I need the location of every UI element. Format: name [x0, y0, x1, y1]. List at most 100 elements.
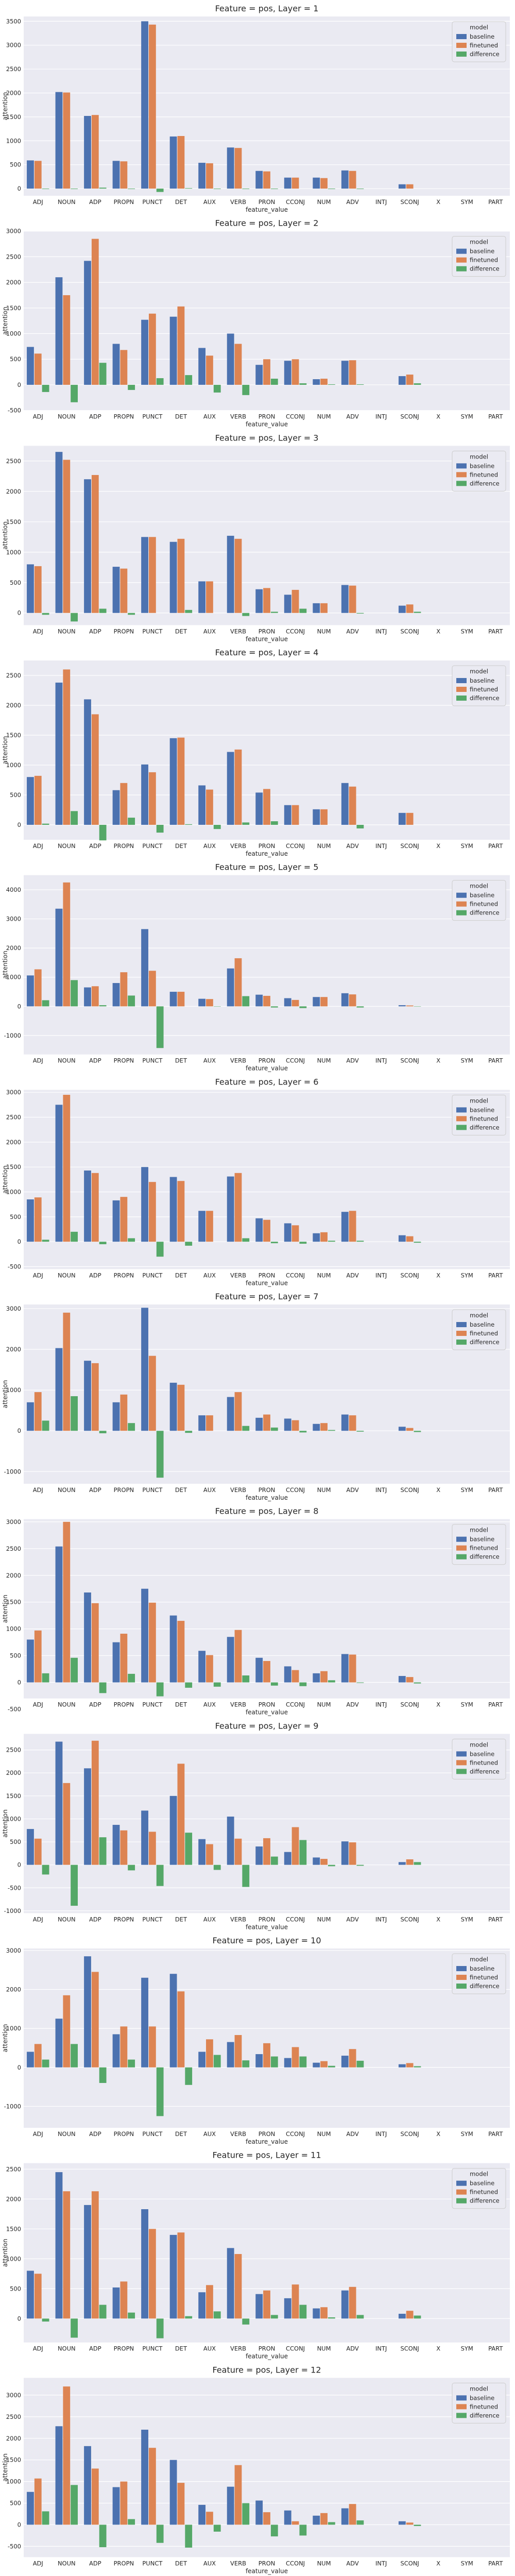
x-axis-label: feature_value	[246, 2353, 288, 2360]
y-tick-label: 0	[18, 1861, 21, 1869]
y-axis-label: attention	[2, 1595, 9, 1623]
bar-baseline-det	[169, 541, 177, 613]
x-tick-label: CCONJ	[286, 628, 305, 635]
bar-baseline-sconj	[398, 605, 406, 613]
bar-baseline-verb	[227, 2486, 234, 2525]
bar-finetuned-noun	[63, 669, 71, 825]
x-tick-label: CCONJ	[286, 1916, 305, 1923]
bar-baseline-adj	[27, 1402, 34, 1431]
bar-baseline-det	[169, 2234, 177, 2319]
y-tick-label: 2000	[6, 1769, 21, 1776]
x-tick-label: INTJ	[375, 1486, 387, 1494]
legend-swatch-baseline	[456, 2180, 467, 2186]
legend-entry-finetuned: finetuned	[470, 471, 498, 478]
bar-baseline-propn	[112, 567, 120, 613]
x-tick-label: NUM	[317, 2560, 331, 2567]
bar-difference-det	[185, 188, 193, 189]
x-tick-label: AUX	[203, 198, 216, 206]
bar-finetuned-adj	[34, 1838, 42, 1865]
y-axis-label: attention	[2, 2239, 9, 2267]
bar-baseline-adj	[27, 975, 34, 1007]
legend-entry-finetuned: finetuned	[470, 1330, 498, 1337]
bar-difference-cconj	[299, 608, 307, 613]
bar-difference-noun	[71, 1865, 78, 1906]
bar-finetuned-noun	[63, 92, 71, 189]
bar-finetuned-adv	[349, 994, 356, 1007]
x-axis-label: feature_value	[246, 635, 288, 642]
bar-difference-propn	[128, 1673, 135, 1683]
bar-finetuned-det	[177, 538, 185, 613]
bar-difference-pron	[270, 1682, 278, 1686]
bar-finetuned-verb	[234, 148, 242, 189]
bar-finetuned-adj	[34, 1392, 42, 1431]
bar-baseline-num	[313, 2062, 320, 2067]
bar-finetuned-num	[320, 1859, 328, 1865]
bar-finetuned-num	[320, 379, 328, 385]
bar-baseline-verb	[227, 147, 234, 189]
x-tick-label: NOUN	[58, 1916, 76, 1923]
bar-difference-det	[185, 609, 193, 613]
bar-finetuned-adp	[91, 1972, 99, 2067]
bar-finetuned-noun	[63, 1095, 71, 1242]
bar-finetuned-det	[177, 992, 185, 1007]
bar-baseline-verb	[227, 968, 234, 1007]
bar-baseline-verb	[227, 333, 234, 385]
x-tick-label: ADP	[89, 2345, 101, 2352]
bar-difference-adv	[356, 2315, 364, 2319]
x-tick-label: PART	[488, 2130, 503, 2138]
plot-area	[24, 1948, 510, 2128]
bar-difference-adp	[99, 1682, 107, 1693]
bar-baseline-verb	[227, 2042, 234, 2067]
bar-difference-num	[328, 1865, 335, 1867]
bar-finetuned-aux	[206, 355, 213, 385]
bar-baseline-sconj	[398, 376, 406, 385]
x-tick-label: PUNCT	[142, 1272, 163, 1279]
bar-difference-cconj	[299, 1682, 307, 1686]
x-tick-label: PROPN	[114, 2560, 134, 2567]
x-tick-label: SCONJ	[400, 2345, 419, 2352]
x-tick-label: SCONJ	[400, 2560, 419, 2567]
x-tick-label: SYM	[461, 842, 473, 850]
y-tick-label: 1000	[6, 2255, 21, 2262]
bar-finetuned-num	[320, 1232, 328, 1242]
bar-baseline-pron	[255, 1417, 263, 1431]
bar-baseline-adp	[84, 2446, 91, 2525]
y-tick-label: 1000	[6, 330, 21, 337]
bar-baseline-aux	[198, 162, 206, 189]
x-tick-label: VERB	[230, 2130, 246, 2138]
chart-title: Feature = pos, Layer = 12	[212, 2365, 321, 2375]
bar-finetuned-pron	[263, 1219, 270, 1242]
bar-finetuned-sconj	[406, 812, 414, 825]
y-tick-label: 2000	[6, 2435, 21, 2442]
y-tick-label: 2500	[6, 457, 21, 465]
x-tick-label: CCONJ	[286, 2345, 305, 2352]
legend-swatch-baseline	[456, 34, 467, 39]
x-tick-label: PROPN	[114, 1916, 134, 1923]
bar-finetuned-verb	[234, 1173, 242, 1242]
bar-baseline-cconj	[284, 1418, 291, 1431]
legend-title: model	[470, 1741, 488, 1748]
bar-baseline-sconj	[398, 1235, 406, 1242]
legend-title: model	[470, 239, 488, 246]
bar-finetuned-cconj	[291, 1827, 299, 1865]
x-tick-label: ADJ	[33, 1486, 43, 1494]
x-tick-label: SCONJ	[400, 1916, 419, 1923]
bar-finetuned-cconj	[291, 805, 299, 825]
bar-finetuned-det	[177, 2483, 185, 2525]
x-tick-label: AUX	[203, 413, 216, 420]
x-tick-label: SYM	[461, 198, 473, 206]
x-tick-label: PRON	[259, 842, 276, 850]
x-tick-label: INTJ	[375, 1272, 387, 1279]
x-tick-label: ADV	[346, 628, 359, 635]
x-tick-label: SYM	[461, 628, 473, 635]
bar-difference-pron	[270, 2315, 278, 2319]
bar-finetuned-sconj	[406, 2522, 414, 2525]
bar-baseline-adj	[27, 160, 34, 189]
bar-finetuned-noun	[63, 295, 71, 385]
bar-baseline-adv	[341, 2290, 349, 2319]
y-tick-label: 3500	[6, 18, 21, 25]
bar-baseline-sconj	[398, 812, 406, 825]
bar-finetuned-punct	[148, 313, 156, 385]
